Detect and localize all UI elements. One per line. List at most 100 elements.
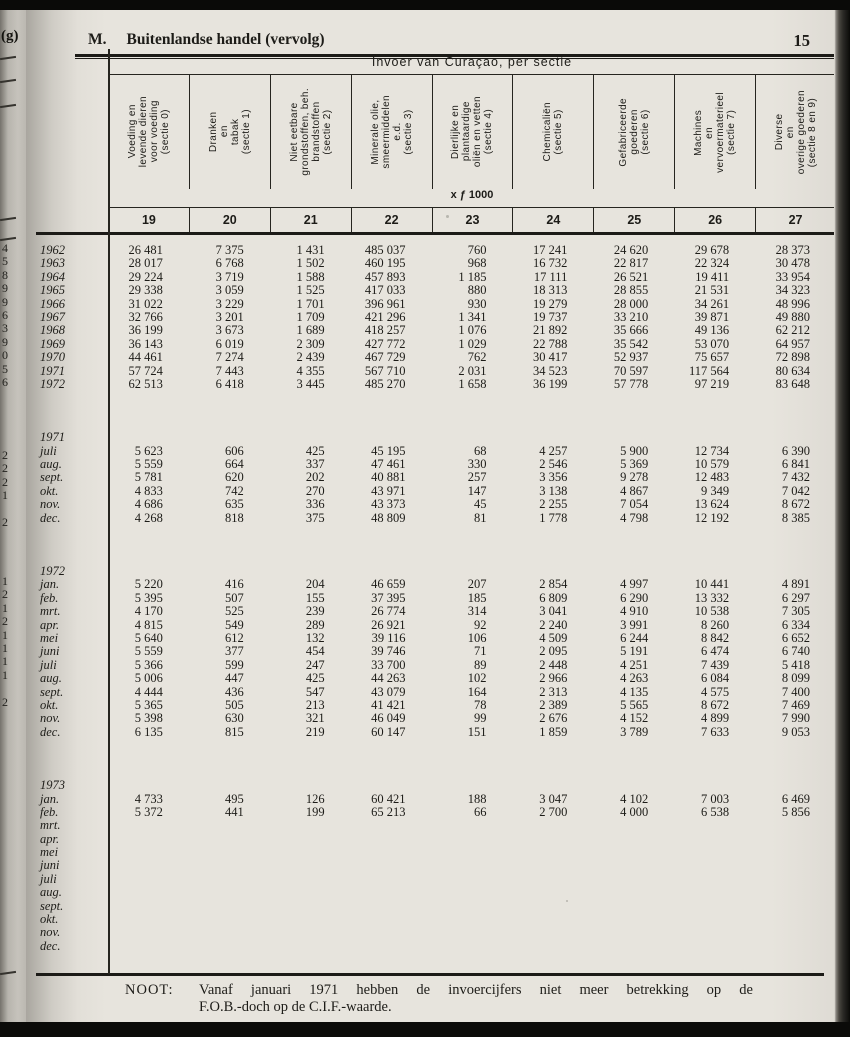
data-cell: 2 854 xyxy=(539,577,568,592)
data-cell xyxy=(189,391,270,431)
column-header: Niet eetbare grondstoffen, beh. brandsto… xyxy=(269,75,351,189)
data-cell: 49 136 xyxy=(694,323,730,338)
data-cell xyxy=(755,739,836,779)
edge-cutoff-digit: 6 xyxy=(2,308,8,322)
data-cell xyxy=(351,779,432,792)
data-cell: 4 152 xyxy=(620,711,649,726)
data-cell: 39 871 xyxy=(694,309,730,324)
data-cell xyxy=(512,846,593,859)
data-cell: 421 296 xyxy=(364,309,406,324)
data-cell: 4 815 xyxy=(134,617,163,632)
data-cell: 9 053 xyxy=(781,724,810,739)
title-row-stub xyxy=(36,49,108,75)
data-cell xyxy=(674,926,755,939)
data-cell xyxy=(755,833,836,846)
row-label: 1971 xyxy=(40,363,65,378)
page-surface: M. Buitenlandse handel (vervolg) 15 Invoe… xyxy=(26,10,845,1022)
row-label: juni xyxy=(40,858,60,873)
data-cell xyxy=(189,886,270,899)
table-row: 1973 xyxy=(36,778,836,792)
data-cell: 72 898 xyxy=(775,350,810,365)
data-cell xyxy=(755,846,836,859)
data-cell xyxy=(755,391,836,431)
edge-cutoff-digit: 2 xyxy=(2,474,8,489)
data-cell: 4 686 xyxy=(134,497,163,512)
data-cell: 28 017 xyxy=(128,256,163,271)
data-cell: 89 xyxy=(473,657,487,672)
row-label: 1968 xyxy=(40,323,65,338)
edge-rule-mark xyxy=(0,55,17,61)
data-cell: 188 xyxy=(467,791,487,806)
table-row: mei xyxy=(36,845,836,859)
data-cell: 1 778 xyxy=(539,510,568,525)
data-cell: 454 xyxy=(305,644,325,659)
data-cell: 664 xyxy=(225,457,244,472)
data-cell: 83 648 xyxy=(775,376,810,391)
column-number: 25 xyxy=(593,208,674,232)
column-number: 27 xyxy=(755,208,836,232)
data-cell xyxy=(512,779,593,792)
row-label: 1970 xyxy=(40,350,65,365)
data-cell: 1 341 xyxy=(458,309,487,324)
data-cell: 5 781 xyxy=(134,470,163,485)
data-cell: 22 817 xyxy=(613,256,649,271)
data-cell xyxy=(270,431,351,444)
table-row: jan. 4 733 495 126 60 421 188 3 047 4 102 7 003 6… xyxy=(36,791,836,806)
data-cell: 427 772 xyxy=(364,336,406,351)
data-cell: 26 774 xyxy=(371,604,406,619)
data-cell: 8 385 xyxy=(781,510,810,525)
data-cell xyxy=(674,565,755,578)
data-cell xyxy=(593,886,674,899)
column-number-row: 19 20 21 22 23 24 25 26 27 xyxy=(36,208,836,232)
row-label: juli xyxy=(40,443,57,458)
data-cell xyxy=(593,859,674,872)
data-cell: 5 395 xyxy=(134,590,163,605)
data-cell: 1 588 xyxy=(296,269,325,284)
data-cell: 6 841 xyxy=(781,457,810,472)
data-cell: 1 185 xyxy=(458,269,487,284)
data-cell: 92 xyxy=(473,617,487,632)
data-cell: 6 538 xyxy=(700,804,730,819)
data-cell xyxy=(674,525,755,565)
data-cell: 80 634 xyxy=(775,363,810,378)
data-cell xyxy=(189,900,270,913)
data-cell xyxy=(351,819,432,832)
data-cell: 47 461 xyxy=(371,457,406,472)
edge-rule-mark xyxy=(0,78,17,84)
data-cell: 199 xyxy=(305,804,325,819)
data-cell: 5 365 xyxy=(134,697,163,712)
footnote-line-1: Vanaf januari 1971 hebben de invoercijfe… xyxy=(199,982,753,998)
data-cell: 5 398 xyxy=(134,711,163,726)
data-cell: 880 xyxy=(467,283,487,298)
data-cell: 6 244 xyxy=(620,630,649,645)
data-cell: 6 084 xyxy=(700,671,730,686)
data-cell: 495 xyxy=(225,791,244,806)
data-cell: 5 006 xyxy=(134,671,163,686)
data-cell xyxy=(270,926,351,939)
data-cell: 7 432 xyxy=(781,470,810,485)
data-cell: 18 313 xyxy=(532,283,568,298)
table-row: 1962 26 481 7 375 1 431 485 037 760 17 241 24 6… xyxy=(36,243,836,257)
data-cell xyxy=(270,886,351,899)
facing-page-tab-label: (g) xyxy=(1,28,19,44)
row-label: 1966 xyxy=(40,296,65,311)
edge-cutoff-digit: 1 xyxy=(2,627,8,642)
data-cell: 9 349 xyxy=(700,483,730,498)
page-header: M. Buitenlandse handel (vervolg) 15 xyxy=(88,31,810,51)
data-cell xyxy=(593,739,674,779)
edge-cutoff-digit: 1 xyxy=(2,574,8,588)
data-cell xyxy=(432,525,513,565)
data-cell: 70 597 xyxy=(613,363,649,378)
data-cell: 485 037 xyxy=(364,243,406,257)
data-cell: 314 xyxy=(467,604,487,619)
data-cell: 7 054 xyxy=(620,497,649,512)
data-cell: 930 xyxy=(467,296,487,311)
table-row: juni 5 559 377 454 39 746 71 2 095 5 191 6 474 6 … xyxy=(36,644,836,659)
data-cell: 71 xyxy=(473,644,487,659)
data-cell xyxy=(674,886,755,899)
data-cell xyxy=(755,819,836,832)
data-cell xyxy=(432,391,513,431)
column-number: 24 xyxy=(512,208,593,232)
table-row: mei 5 640 612 132 39 116 106 4 509 6 244 8 842 6 … xyxy=(36,630,836,645)
column-number: 20 xyxy=(188,208,270,232)
